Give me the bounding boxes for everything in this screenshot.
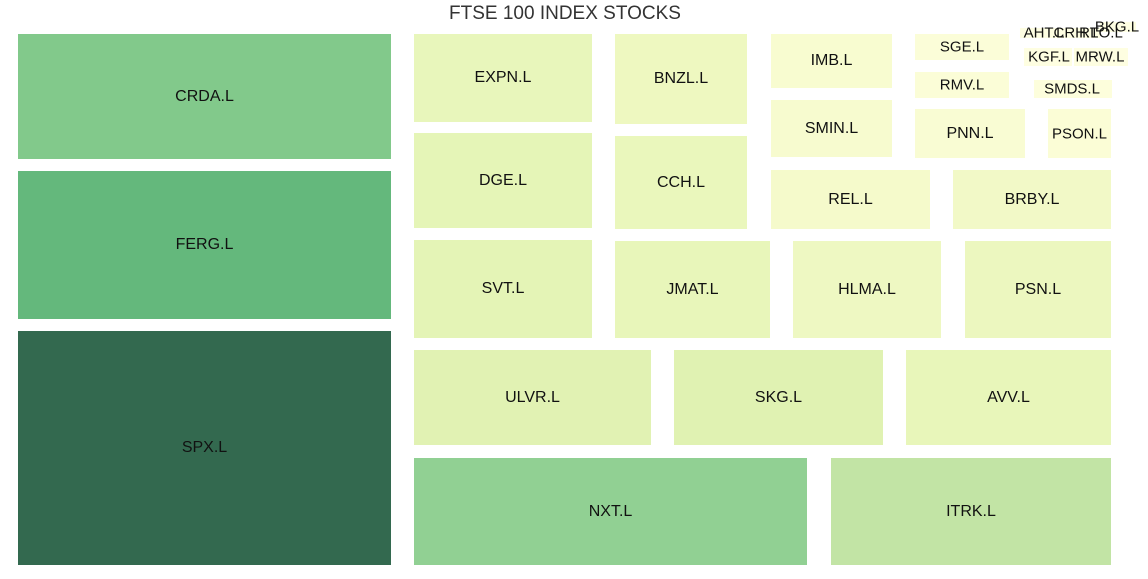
treemap-tile [1020, 28, 1050, 38]
treemap-tile [18, 34, 391, 159]
tile-label: SMDS.L [1044, 80, 1100, 98]
tile-label: SGE.L [939, 38, 985, 56]
tile-label: KGF.L [1028, 48, 1070, 66]
treemap-tile [771, 170, 930, 229]
tile-label: EXPN.L [474, 69, 532, 86]
chart-title: FTSE 100 INDEX STOCKS [449, 3, 681, 24]
treemap-tile [1050, 28, 1075, 38]
tile-label: BNZL.L [653, 70, 709, 87]
treemap-tile [915, 72, 1009, 98]
treemap-tile [18, 171, 391, 319]
tile-label: CRH.L [1053, 24, 1099, 42]
treemap-tile [615, 241, 770, 338]
tile-label: SPX.L [181, 439, 228, 456]
treemap-tile [1048, 109, 1111, 158]
tile-label: NXT.L [588, 502, 633, 520]
tile-label: ULVR.L [505, 388, 560, 406]
treemap-tile [414, 350, 651, 445]
tile-label: CRDA.L [175, 87, 234, 105]
tile-label: MRW.L [1075, 48, 1125, 66]
treemap-tile [414, 458, 807, 565]
treemap-tile [414, 240, 592, 338]
tile-label: HLMA.L [838, 280, 896, 298]
tile-label: AVV.L [987, 388, 1030, 406]
tile-label: SKG.L [754, 388, 803, 406]
treemap-tile [674, 350, 883, 445]
tile-label: FERG.L [175, 236, 234, 253]
treemap-tile [1074, 48, 1128, 66]
tile-label: BKG.L [1094, 18, 1140, 36]
treemap-tile [1024, 48, 1072, 66]
treemap-tile [771, 100, 892, 157]
treemap-tile [965, 241, 1111, 338]
tile-label: RTO.L [1079, 24, 1123, 42]
treemap-tile [771, 34, 892, 88]
tile-label: PNN.L [946, 124, 994, 142]
treemap-tile [831, 458, 1111, 565]
treemap-tile [18, 331, 391, 565]
treemap-tile [906, 350, 1111, 445]
tile-label: PSN.L [1014, 280, 1062, 298]
treemap-tile [414, 133, 592, 228]
treemap-tile [793, 241, 941, 338]
treemap-tile [953, 170, 1111, 229]
tile-label: RMV.L [939, 76, 985, 94]
treemap-tile [1075, 28, 1100, 38]
treemap-tile [1100, 22, 1136, 32]
tile-label: BRBY.L [1004, 190, 1060, 208]
treemap-tile [915, 109, 1025, 158]
tile-label: PSON.L [1051, 125, 1108, 142]
tile-label: REL.L [828, 190, 873, 208]
treemap-tile [615, 136, 747, 229]
treemap-tile [915, 34, 1009, 60]
tile-label: SVT.L [481, 280, 525, 297]
treemap-tile [414, 34, 592, 122]
tile-label: ITRK.L [946, 502, 996, 520]
treemap-tile [1034, 80, 1112, 98]
tile-label: AHT.L [1023, 24, 1065, 42]
tile-label: DGE.L [478, 171, 528, 189]
tile-label: JMAT.L [666, 280, 719, 298]
treemap-tile [615, 34, 747, 124]
tile-label: SMIN.L [804, 119, 859, 137]
tile-label: CCH.L [656, 173, 706, 191]
tile-label: IMB.L [810, 52, 853, 69]
